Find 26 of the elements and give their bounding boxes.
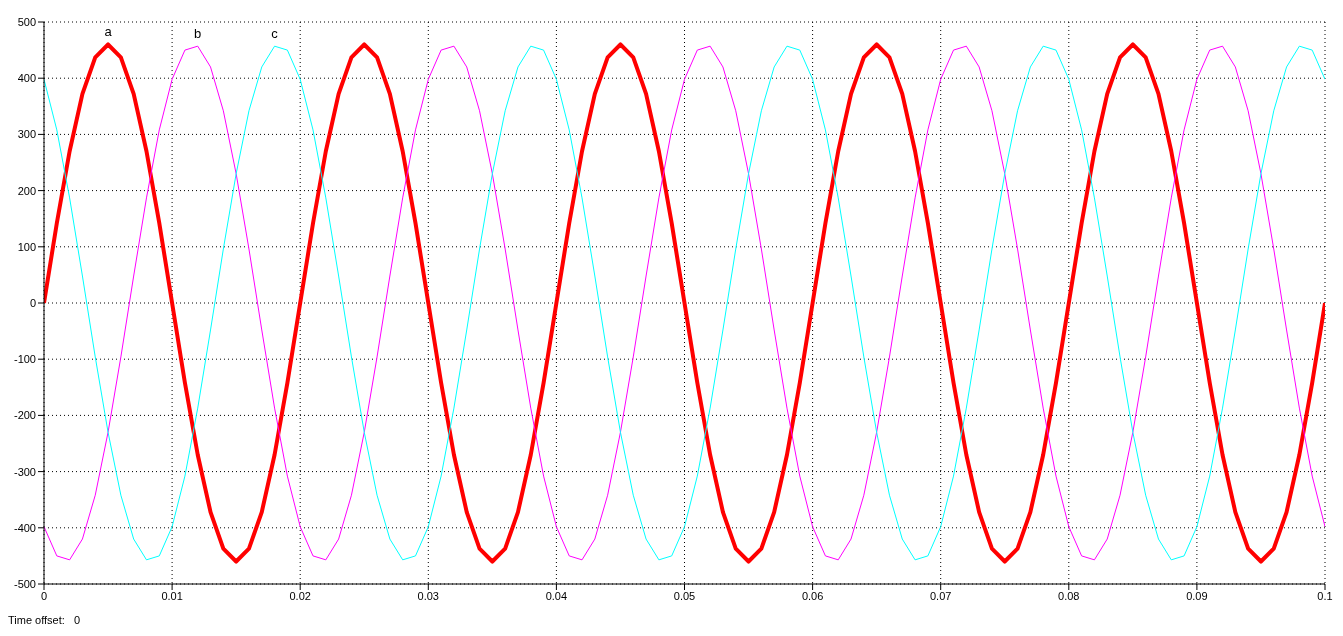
y-tick-label: -500 xyxy=(13,577,36,590)
text: Time offset: 0 xyxy=(8,614,82,626)
y-tick-label: 200 xyxy=(17,184,36,197)
x-tick-label: 0.1 xyxy=(1317,589,1333,602)
x-tick-label: 0.08 xyxy=(1058,589,1080,602)
x-tick-label: 0.05 xyxy=(673,589,696,602)
series-label: a xyxy=(104,24,113,40)
series-label: c xyxy=(271,26,279,42)
y-tick-label: 0 xyxy=(29,296,36,309)
y-tick-label: -100 xyxy=(13,353,36,366)
y-tick-label: -300 xyxy=(13,465,36,478)
y-tick-label: 100 xyxy=(17,240,36,253)
y-tick-label: 400 xyxy=(17,72,36,85)
x-tick-label: 0.09 xyxy=(1186,589,1208,602)
y-tick-label: 300 xyxy=(17,128,36,141)
x-tick-label: 0.04 xyxy=(545,589,568,602)
x-tick-label: 0.06 xyxy=(801,589,824,602)
x-tick-label: 0.01 xyxy=(161,589,183,602)
x-tick-label: 0.07 xyxy=(929,589,952,602)
y-tick-label: -400 xyxy=(13,521,36,534)
x-tick-label: 0.02 xyxy=(289,589,311,602)
y-tick-label: 500 xyxy=(17,15,36,28)
y-tick-label: -200 xyxy=(13,409,36,422)
x-tick-label: 0 xyxy=(40,589,48,602)
series-label: b xyxy=(194,26,202,42)
x-tick-label: 0.03 xyxy=(417,589,440,602)
